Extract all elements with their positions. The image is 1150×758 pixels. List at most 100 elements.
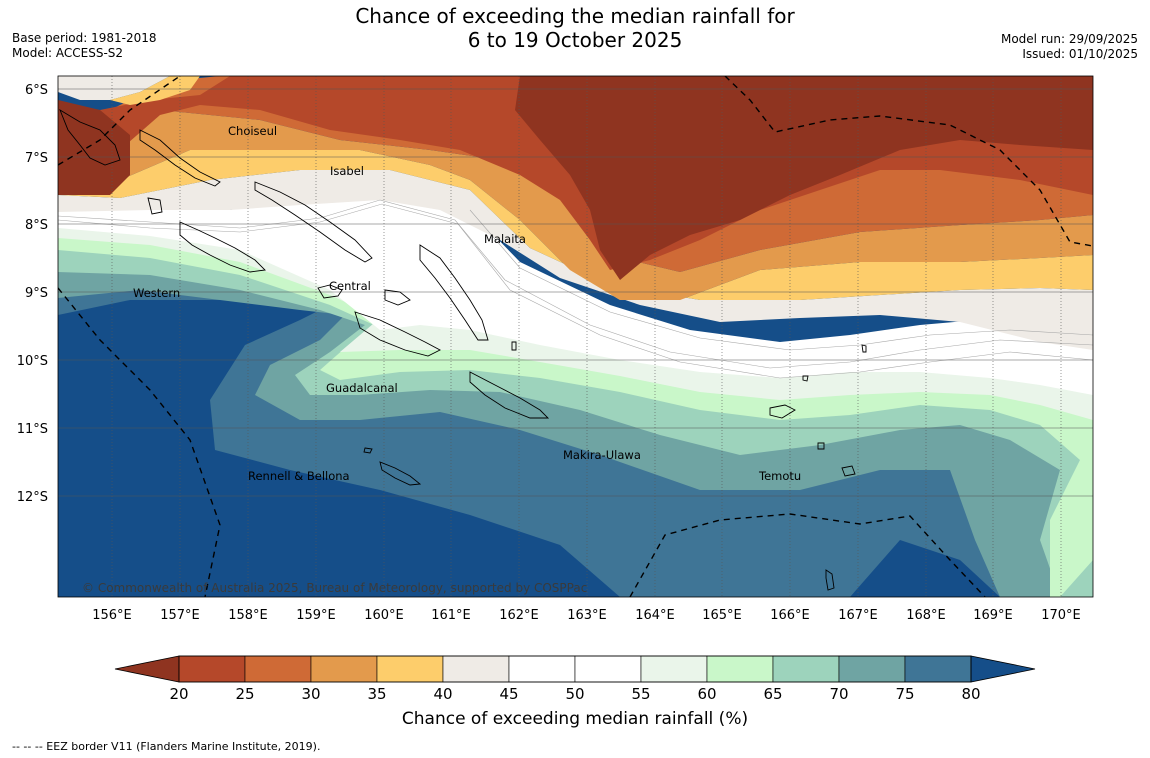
island-rennell xyxy=(379,461,422,486)
lat-label: 8°S xyxy=(25,218,48,233)
region-central: Central xyxy=(329,279,371,293)
colorbar-high-arrow xyxy=(970,655,1036,683)
island-russell xyxy=(384,289,411,306)
lon-label: 162°E xyxy=(499,608,539,623)
lon-label: 165°E xyxy=(702,608,742,623)
colorbar-cell xyxy=(442,655,510,683)
island-santa-cruz xyxy=(769,404,796,419)
latitude-lines xyxy=(58,88,1093,497)
model-run-text: Model run: 29/09/2025 xyxy=(1000,32,1138,46)
colorbar-cells xyxy=(178,655,972,683)
eez-footnote: -- -- -- EEZ border V11 (Flanders Marine… xyxy=(12,740,321,753)
copyright-text: © Commonwealth of Australia 2025, Bureau… xyxy=(82,581,587,595)
region-makira-ulawa: Makira-Ulawa xyxy=(563,448,641,462)
island-sikaiana xyxy=(861,344,867,353)
lat-label: 12°S xyxy=(17,490,48,505)
island-guadalcanal xyxy=(354,311,441,357)
colorbar-tick-label: 50 xyxy=(565,685,584,703)
region-rennell-bellona: Rennell & Bellona xyxy=(248,469,350,483)
contour-fields xyxy=(58,76,1093,597)
island-small-west xyxy=(147,197,163,215)
lon-label: 159°E xyxy=(296,608,336,623)
field-60-65 xyxy=(58,215,1093,597)
island-new-georgia xyxy=(179,221,266,273)
region-labels: Choiseul Isabel Malaita Western Central … xyxy=(133,124,801,483)
colorbar-tick-label: 80 xyxy=(961,685,980,703)
colorbar-cell xyxy=(574,655,642,683)
colorbar-tick-label: 65 xyxy=(763,685,782,703)
title-line-1: Chance of exceeding the median rainfall … xyxy=(355,4,795,28)
island-utupua xyxy=(817,442,825,450)
lon-label: 170°E xyxy=(1041,608,1081,623)
island-vanikoro xyxy=(841,465,856,477)
meta-left: Base period: 1981-2018 Model: ACCESS-S2 xyxy=(12,31,157,61)
lon-label: 167°E xyxy=(838,608,878,623)
field-40-50 xyxy=(58,182,1093,395)
colorbar-cell xyxy=(310,655,378,683)
island-bellona xyxy=(363,447,373,454)
lon-label: 160°E xyxy=(364,608,404,623)
region-choiseul: Choiseul xyxy=(228,124,277,138)
island-malaita xyxy=(419,244,489,341)
islands xyxy=(59,108,867,591)
colorbar-tick-label: 20 xyxy=(169,685,188,703)
lon-label: 156°E xyxy=(92,608,132,623)
colorbar-tick-label: 60 xyxy=(697,685,716,703)
island-ontong xyxy=(511,341,517,351)
island-makira xyxy=(469,371,550,419)
field-below-15 xyxy=(58,76,1093,280)
colorbar-label: Chance of exceeding median rainfall (%) xyxy=(401,709,749,729)
colorbar-cell xyxy=(376,655,444,683)
island-south-small xyxy=(825,569,835,591)
island-bougainville xyxy=(59,108,121,166)
island-choiseul xyxy=(139,129,221,187)
colorbar-cell xyxy=(244,655,312,683)
field-top-left-yellow xyxy=(110,76,200,105)
colorbar-frame xyxy=(178,655,972,683)
colorbar-tick-label: 35 xyxy=(367,685,386,703)
field-35-40 xyxy=(58,170,1093,350)
lon-label: 166°E xyxy=(770,608,810,623)
longitude-labels: 156°E 157°E 158°E 159°E 160°E 161°E 162°… xyxy=(92,608,1081,623)
field-65-70 xyxy=(58,228,1093,597)
colorbar-tick-label: 30 xyxy=(301,685,320,703)
lat-label: 11°S xyxy=(17,422,48,437)
lon-label: 163°E xyxy=(567,608,607,623)
colorbar-tick-label: 70 xyxy=(829,685,848,703)
lat-label: 6°S xyxy=(25,83,48,98)
region-malaita: Malaita xyxy=(484,232,526,246)
colorbar-cell xyxy=(178,655,246,683)
lat-label: 9°S xyxy=(25,286,48,301)
lon-label: 169°E xyxy=(973,608,1013,623)
meta-right: Model run: 29/09/2025 Issued: 01/10/2025 xyxy=(1001,32,1138,62)
colorbar-tick-label: 25 xyxy=(235,685,254,703)
lon-label: 168°E xyxy=(906,608,946,623)
map-frame xyxy=(57,75,1094,598)
base-period-text: Base period: 1981-2018 xyxy=(12,31,157,45)
colorbar-tick-label: 55 xyxy=(631,685,650,703)
colorbar-tick-label: 75 xyxy=(895,685,914,703)
colorbar-cell xyxy=(838,655,906,683)
colorbar-low-arrow xyxy=(114,655,180,683)
colorbar-ticks: 20 25 30 35 40 45 50 55 60 65 70 75 80 xyxy=(169,685,980,703)
title-line-2: 6 to 19 October 2025 xyxy=(467,28,683,52)
region-isabel: Isabel xyxy=(330,164,364,178)
lat-label: 10°S xyxy=(17,354,48,369)
region-western: Western xyxy=(133,286,180,300)
colorbar-tick-label: 40 xyxy=(433,685,452,703)
colorbar-cell xyxy=(706,655,774,683)
colorbar-cell xyxy=(904,655,972,683)
island-isabel xyxy=(254,181,373,263)
colorbar: 20 25 30 35 40 45 50 55 60 65 70 75 80 xyxy=(114,655,1036,703)
colorbar-cell xyxy=(508,655,576,683)
colorbar-cell xyxy=(772,655,840,683)
issued-text: Issued: 01/10/2025 xyxy=(1022,47,1138,61)
colorbar-tick-label: 45 xyxy=(499,685,518,703)
lon-label: 161°E xyxy=(431,608,471,623)
lon-label: 157°E xyxy=(160,608,200,623)
island-florida xyxy=(317,284,343,299)
lat-label: 7°S xyxy=(25,151,48,166)
colorbar-cell xyxy=(640,655,708,683)
field-top-left-light xyxy=(58,76,170,100)
